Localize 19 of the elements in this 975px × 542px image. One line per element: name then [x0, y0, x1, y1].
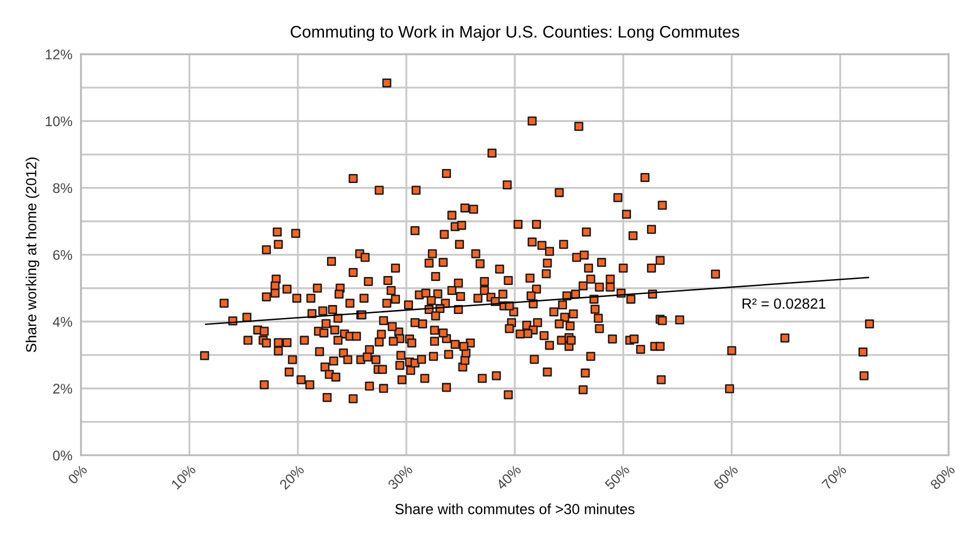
- x-axis-title: Share with commutes of >30 minutes: [395, 504, 634, 514]
- x-tick-label: 40%: [496, 464, 522, 490]
- y-tick-label: 8%: [53, 183, 72, 194]
- y-tick-label: 6%: [53, 250, 72, 260]
- x-tick-label: 50%: [604, 464, 630, 490]
- y-axis-title: Share working at home (2012): [26, 158, 40, 352]
- annotation: R² = 0.02821: [742, 298, 826, 309]
- x-tick-label: 80%: [930, 464, 956, 490]
- x-tick-label: 60%: [712, 464, 739, 490]
- y-tick-label: 12%: [46, 50, 72, 60]
- y-tick-label: 4%: [52, 316, 72, 327]
- y-tick-label: 2%: [53, 384, 72, 394]
- y-tick-label: 0%: [53, 450, 72, 460]
- chart-title: Commuting to Work in Major U.S. Counties: Long Commutes: [290, 25, 740, 41]
- y-tick-label: 10%: [46, 116, 72, 126]
- x-tick-label: 30%: [387, 464, 414, 490]
- x-tick-label: 0%: [67, 464, 88, 485]
- x-tick-label: 10%: [170, 464, 196, 490]
- x-tick-label: 70%: [821, 464, 848, 490]
